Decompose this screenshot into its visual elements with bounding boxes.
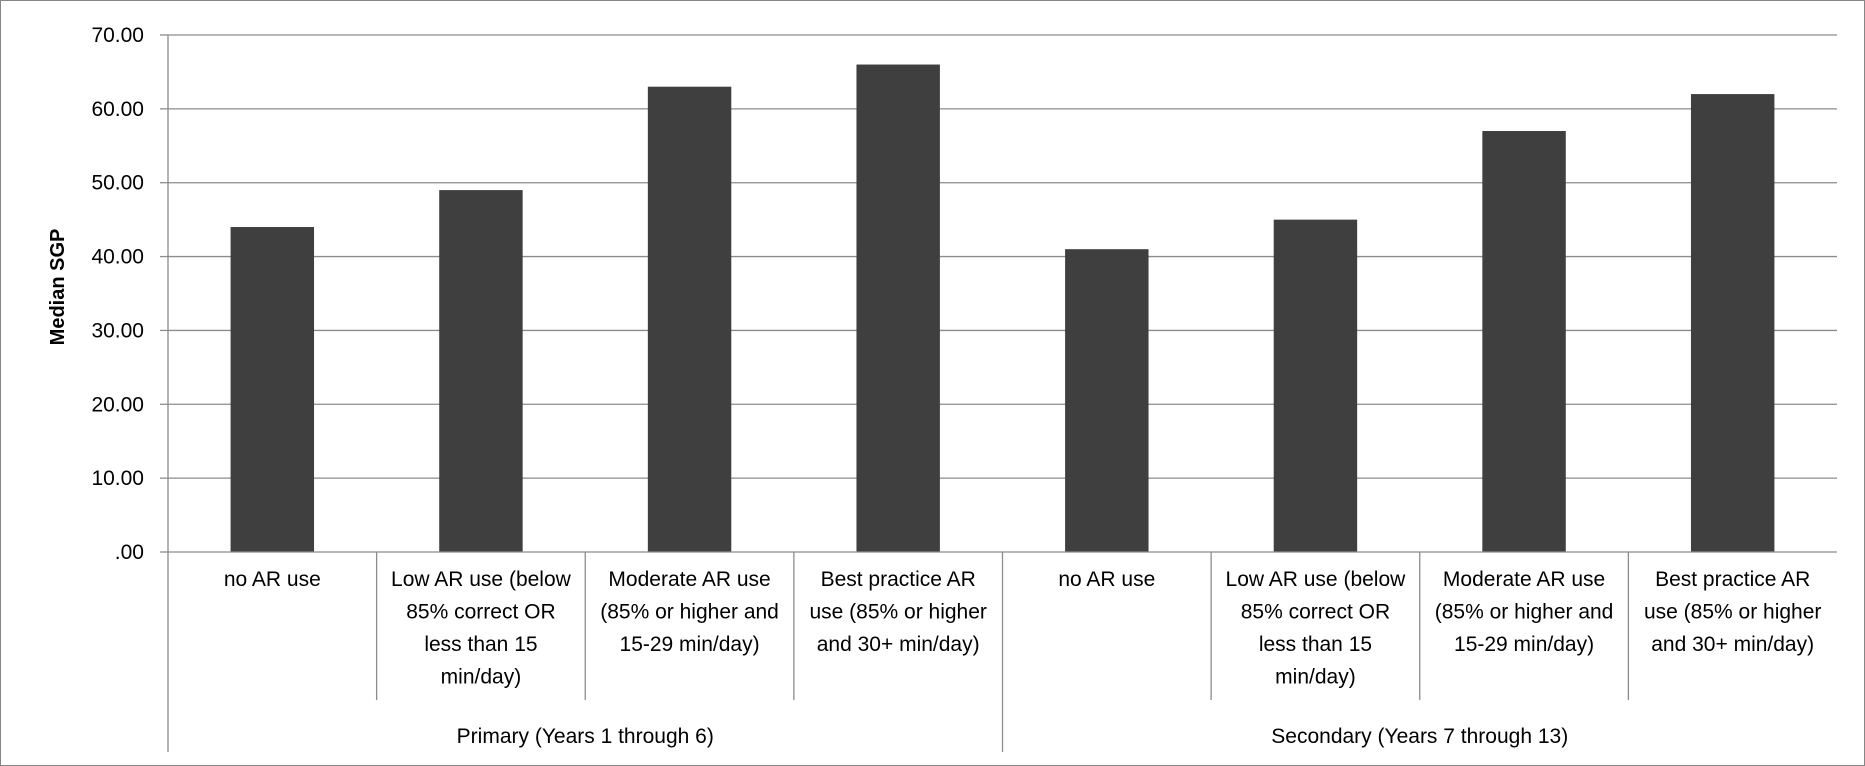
axes	[160, 34, 1837, 752]
bar	[1690, 94, 1775, 552]
category-label: Low AR use (below 85% correct OR less than…	[391, 568, 572, 689]
y-tick-label: 10.00	[91, 467, 144, 490]
labels: .00 10.00 20.00 30.00 40.00 50.00 60.00 70.00 no…	[91, 24, 1821, 748]
bar	[1273, 219, 1358, 552]
bars	[230, 64, 1775, 553]
y-tick-label: 20.00	[91, 393, 144, 416]
y-tick-label: 40.00	[91, 246, 144, 269]
bar	[1065, 249, 1149, 552]
y-tick-label: 70.00	[91, 24, 144, 47]
bar	[647, 86, 732, 552]
bar	[439, 190, 523, 552]
bar	[856, 64, 940, 553]
y-axis-title: Median SGP	[47, 229, 69, 346]
category-label: Moderate AR use (85% or higher and 15-29 m…	[1435, 568, 1614, 656]
category-label: Moderate AR use (85% or higher and 15-29 m…	[600, 568, 779, 656]
category-label: no AR use	[1058, 568, 1155, 591]
y-tick-label: 30.00	[91, 319, 144, 342]
category-label: no AR use	[224, 568, 321, 591]
bar	[1482, 131, 1566, 552]
y-tick-label: 50.00	[91, 172, 144, 195]
category-label: Best practice AR use (85% or higher and 30…	[1644, 568, 1821, 656]
category-label: Best practice AR use (85% or higher and 30…	[809, 568, 986, 656]
bar	[230, 227, 315, 552]
group-label: Secondary (Years 7 through 13)	[1271, 725, 1568, 748]
category-label: Low AR use (below 85% correct OR less than…	[1226, 568, 1407, 689]
gridlines	[168, 34, 1837, 479]
y-tick-label: .00	[115, 541, 144, 564]
group-label: Primary (Years 1 through 6)	[457, 725, 714, 748]
y-tick-label: 60.00	[91, 98, 144, 121]
